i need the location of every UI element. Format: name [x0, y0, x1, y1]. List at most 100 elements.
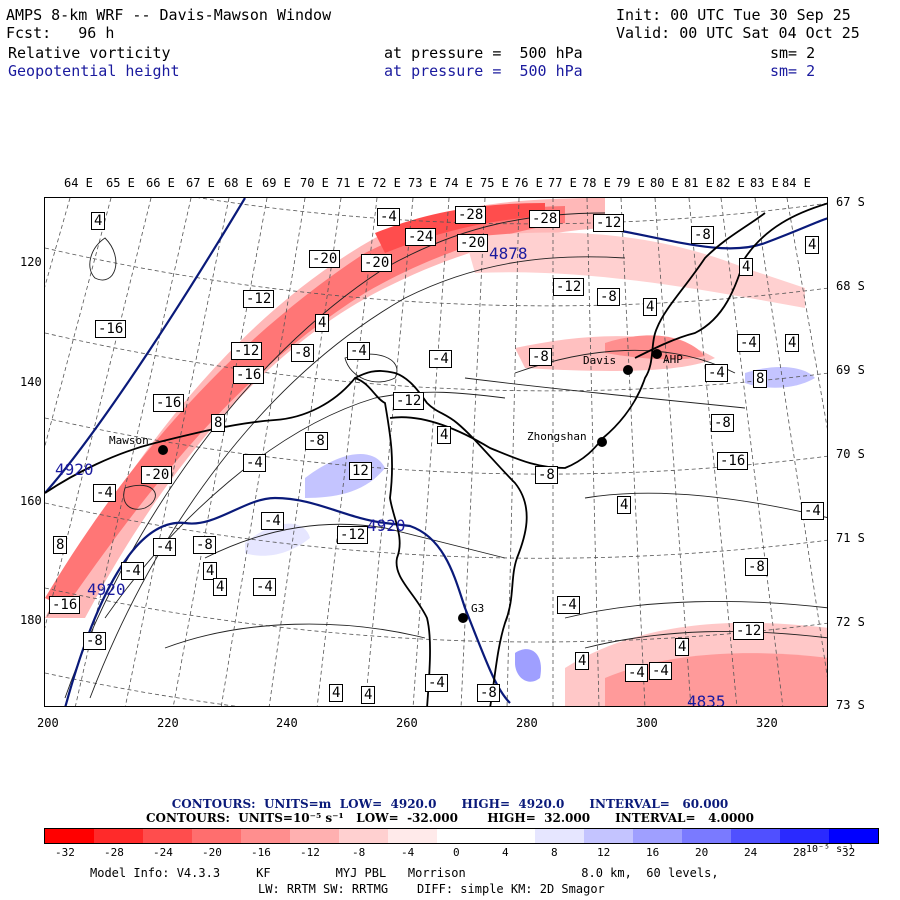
station-dot-davis: [623, 365, 633, 375]
lat-label: 71 S: [836, 531, 865, 545]
vorticity-label: -12: [337, 526, 369, 544]
colorbar-swatch: [682, 829, 731, 843]
meridian: [316, 198, 378, 706]
valid-time: Valid: 00 UTC Sat 04 Oct 25: [616, 24, 860, 42]
vorticity-label: 4: [739, 258, 754, 276]
meridian: [786, 198, 827, 429]
colorbar-label: 8: [551, 846, 558, 859]
parallel: [45, 417, 827, 475]
field1-level: at pressure = 500 hPa: [384, 44, 583, 62]
colorbar-swatch: [192, 829, 241, 843]
field1-sm: sm= 2: [770, 44, 816, 62]
x-tick: 320: [756, 716, 778, 730]
lat-label: 73 S: [836, 698, 865, 712]
vorticity-label: -12: [553, 278, 585, 296]
colorbar-label: 16: [646, 846, 660, 859]
positive-vorticity-4: [515, 649, 541, 682]
station-label: AHP: [663, 353, 683, 366]
vorticity-label: -16: [49, 596, 81, 614]
height-4920-middle: [64, 496, 511, 706]
vorticity-label: -16: [95, 320, 127, 338]
physics-info: LW: RRTM SW: RRTMG DIFF: simple KM: 2D S…: [258, 882, 605, 896]
vorticity-label: 4: [91, 212, 106, 230]
map-panel: Mawson Davis Zhongshan G3 AHP 4878 4920 …: [44, 197, 828, 707]
y-tick: 180: [20, 613, 42, 627]
parallel: [45, 332, 827, 392]
x-tick: 200: [37, 716, 59, 730]
meridian: [268, 198, 342, 706]
colorbar-label: -32: [55, 846, 75, 859]
vorticity-label: -4: [557, 596, 580, 614]
height-contour-info: CONTOURS: UNITS=m LOW= 4920.0 HIGH= 4920…: [171, 797, 729, 811]
vorticity-label: -8: [291, 344, 314, 362]
init-time: Init: 00 UTC Tue 30 Sep 25: [616, 6, 851, 24]
meridian: [220, 198, 306, 706]
vorticity-label: -4: [425, 674, 448, 692]
vorticity-label: 4: [805, 236, 820, 254]
colorbar-label: -28: [104, 846, 124, 859]
positive-vorticity-1: [305, 454, 385, 498]
height-label: 4920: [55, 460, 94, 479]
lon-label: 71 E: [336, 176, 365, 190]
meridian: [586, 198, 600, 706]
station-label: G3: [471, 602, 485, 615]
vorticity-label: 4: [675, 638, 690, 656]
vorticity-label: -12: [231, 342, 263, 360]
coastline-ne: [634, 202, 827, 359]
vorticity-label: -8: [529, 348, 552, 366]
lon-label: 69 E: [262, 176, 291, 190]
colorbar-label: -8: [352, 846, 366, 859]
vorticity-label: -4: [625, 664, 648, 682]
field1-name: Relative vorticity: [8, 44, 171, 62]
meridian: [460, 198, 486, 706]
vorticity-label: -8: [83, 632, 106, 650]
forecast-label: Fcst: 96 h: [6, 24, 114, 42]
colorbar-label: -24: [153, 846, 173, 859]
vorticity-label: -20: [361, 254, 393, 272]
vorticity-contour-info: CONTOURS: UNITS=10⁻⁵ s⁻¹ LOW= -32.000 HI…: [146, 811, 754, 825]
parallel: [45, 247, 827, 307]
colorbar-swatch: [780, 829, 829, 843]
colorbar-label: 28: [793, 846, 807, 859]
colorbar-label: -20: [202, 846, 222, 859]
lon-label: 83 E: [750, 176, 779, 190]
lat-label: 70 S: [836, 447, 865, 461]
vorticity-shading: [45, 198, 827, 706]
vorticity-label: -4: [705, 364, 728, 382]
vorticity-label: -4: [253, 578, 276, 596]
station-label: Zhongshan: [527, 430, 587, 443]
lon-label: 79 E: [616, 176, 645, 190]
vorticity-label: -4: [347, 342, 370, 360]
lon-label: 78 E: [582, 176, 611, 190]
vorticity-label: -12: [733, 622, 765, 640]
vorticity-label: -28: [455, 206, 487, 224]
x-tick: 240: [276, 716, 298, 730]
meridian: [754, 198, 827, 678]
lon-label: 72 E: [372, 176, 401, 190]
vorticity-label: -4: [429, 350, 452, 368]
model-title: AMPS 8-km WRF -- Davis-Mawson Window: [6, 6, 332, 24]
height-4920-west: [45, 198, 246, 494]
lat-label: 67 S: [836, 195, 865, 209]
lon-label: 80 E: [650, 176, 679, 190]
meridian: [45, 198, 112, 448]
colorbar-swatch: [45, 829, 94, 843]
meridian: [412, 198, 450, 706]
vorticity-label: -4: [261, 512, 284, 530]
vorticity-label: -4: [801, 502, 824, 520]
colorbar-label: -12: [300, 846, 320, 859]
lon-label: 65 E: [106, 176, 135, 190]
height-label: 4878: [489, 244, 528, 263]
vorticity-label: -4: [649, 662, 672, 680]
vorticity-label: -8: [711, 414, 734, 432]
lon-label: 64 E: [64, 176, 93, 190]
lat-label: 68 S: [836, 279, 865, 293]
meridian: [75, 198, 192, 706]
vorticity-label: -8: [745, 558, 768, 576]
colorbar-swatch: [633, 829, 682, 843]
height-label: 4920: [87, 580, 126, 599]
y-tick: 160: [20, 494, 42, 508]
vorticity-label: 4: [437, 426, 452, 444]
vorticity-label: -12: [393, 392, 425, 410]
vorticity-label: -8: [193, 536, 216, 554]
